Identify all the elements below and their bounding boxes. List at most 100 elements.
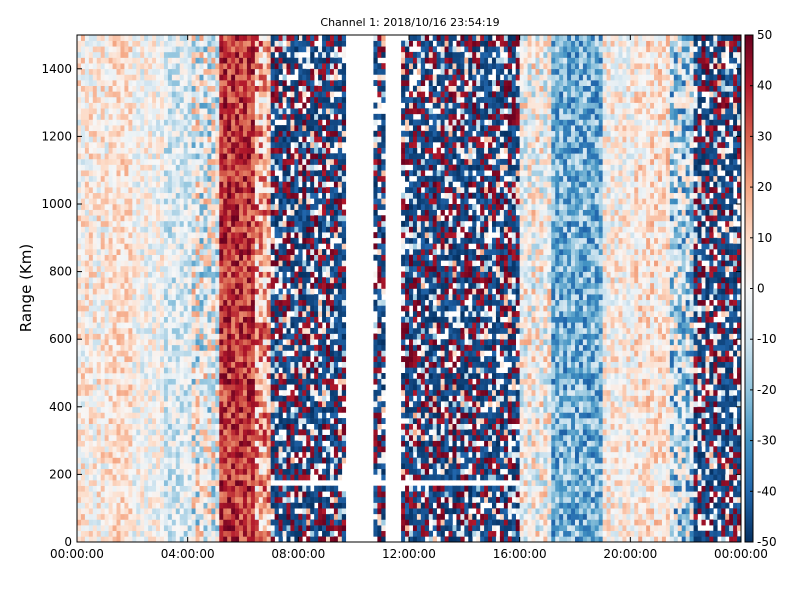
heatmap-cell [262,322,268,329]
heatmap-cell [100,119,105,126]
heatmap-cell [175,249,181,255]
heatmap-cell [243,181,248,188]
heatmap-cell [96,237,102,244]
heatmap-cell [187,125,192,132]
heatmap-cell [286,153,291,160]
heatmap-cell [207,260,212,267]
heatmap-cell [144,316,149,323]
heatmap-cell [120,277,125,284]
heatmap-cell [203,74,208,81]
heatmap-cell [199,468,204,475]
heatmap-cell [77,108,82,115]
heatmap-cell [88,457,94,464]
heatmap-cell [179,142,185,148]
heatmap-cell [235,35,240,41]
heatmap-cell [92,181,98,188]
heatmap-cell [199,74,204,81]
heatmap-cell [160,153,165,160]
heatmap-cell [211,142,216,148]
heatmap-cell [171,181,177,188]
heatmap-cell [179,130,185,137]
heatmap-cell [116,350,121,357]
heatmap-cell [100,204,105,210]
heatmap-cell [207,485,212,492]
heatmap-cell [290,175,295,182]
heatmap-cell [108,491,113,498]
heatmap-cell [207,480,212,486]
heatmap-cell [207,265,212,272]
heatmap-cell [128,440,133,447]
heatmap-cell [235,418,240,424]
heatmap-cell [215,85,220,92]
heatmap-cell [156,130,161,137]
heatmap-cell [152,164,157,171]
heatmap-cell [140,423,145,430]
heatmap-cell [116,91,121,98]
heatmap-cell [112,440,117,447]
heatmap-cell [128,209,133,216]
heatmap-cell [167,508,173,515]
heatmap-cell [163,395,169,402]
heatmap-cell [227,468,232,475]
heatmap-cell [156,46,161,53]
heatmap-cell [104,175,109,182]
heatmap-cell [120,496,125,503]
heatmap-cell [84,344,90,351]
heatmap-cell [100,356,105,363]
heatmap-cell [80,198,86,205]
heatmap-cell [152,181,157,188]
heatmap-cell [290,226,295,233]
heatmap-cell [124,485,129,492]
heatmap-cell [175,508,181,515]
heatmap-cell [278,35,283,41]
heatmap-cell [124,480,129,486]
heatmap-cell [179,468,185,475]
heatmap-cell [282,294,287,301]
heatmap-cell [92,468,98,475]
heatmap-cell [156,136,161,143]
heatmap-cell [179,322,185,329]
heatmap-cell [227,305,232,312]
heatmap-cell [148,429,153,436]
heatmap-cell [254,277,260,284]
heatmap-cell [156,434,161,441]
heatmap-cell [243,198,248,205]
heatmap-cell [187,158,192,165]
heatmap-cell [171,361,177,368]
heatmap-cell [167,68,173,75]
heatmap-cell [179,74,185,81]
heatmap-cell [298,406,303,413]
heatmap-cell [239,153,244,160]
heatmap-cell [235,108,240,115]
heatmap-cell [152,536,157,543]
heatmap-cell [84,68,90,75]
heatmap-cell [92,412,98,419]
heatmap-cell [167,451,173,458]
heatmap-cell [223,243,228,250]
heatmap-cell [112,215,117,222]
heatmap-cell [124,108,129,115]
heatmap-cell [120,282,125,289]
heatmap-cell [266,496,271,503]
heatmap-cell [290,35,295,41]
heatmap-cell [136,339,141,346]
heatmap-cell [243,389,248,396]
heatmap-cell [152,356,157,363]
heatmap-cell [84,96,90,103]
heatmap-cell [100,316,105,323]
heatmap-cell [148,125,153,132]
heatmap-cell [152,440,157,447]
heatmap-cell [96,457,102,464]
heatmap-cell [274,232,279,239]
heatmap-cell [219,401,224,408]
heatmap-cell [246,119,252,126]
heatmap-cell [199,316,204,323]
heatmap-cell [266,226,271,233]
heatmap-cell [128,457,133,464]
heatmap-cell [160,147,165,154]
heatmap-cell [80,384,86,391]
heatmap-cell [88,271,94,278]
heatmap-cell [195,175,200,182]
heatmap-cell [156,220,161,227]
heatmap-cell [187,46,192,53]
